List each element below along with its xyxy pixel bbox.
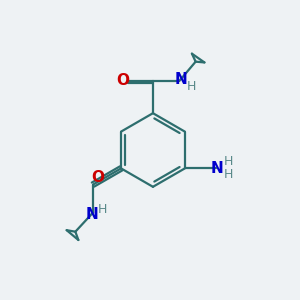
Text: N: N	[211, 161, 224, 176]
Text: H: H	[98, 203, 107, 216]
Text: H: H	[224, 168, 233, 182]
Text: O: O	[116, 73, 129, 88]
Text: N: N	[175, 72, 187, 87]
Text: O: O	[92, 170, 105, 185]
Text: H: H	[224, 155, 233, 168]
Text: H: H	[187, 80, 196, 93]
Text: N: N	[85, 206, 98, 221]
